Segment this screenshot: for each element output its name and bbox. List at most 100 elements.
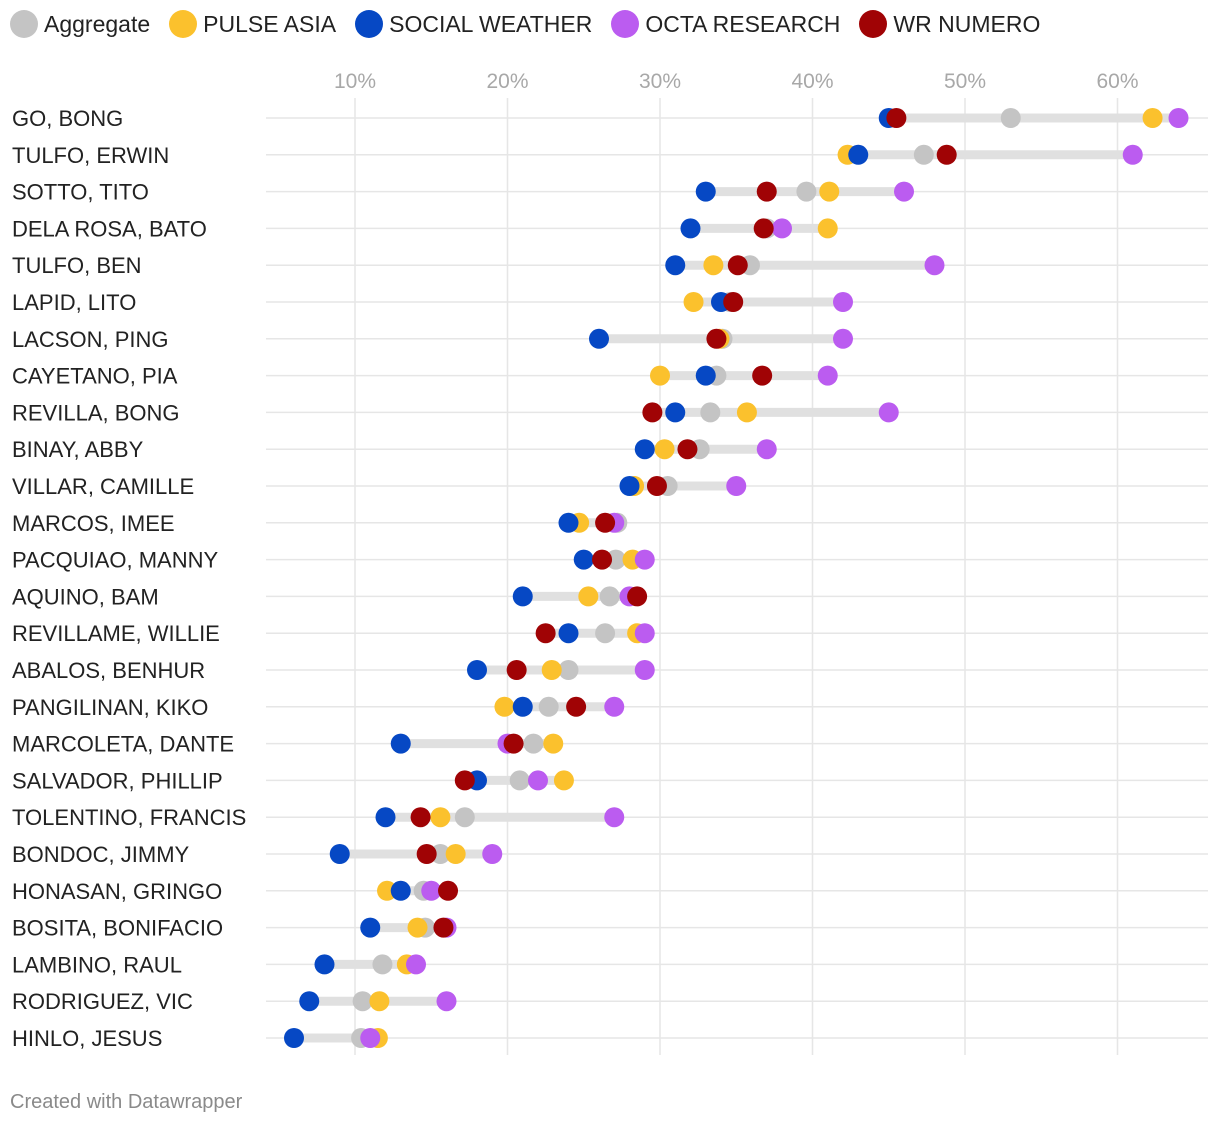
dot-wr-numero xyxy=(646,476,667,496)
dot-aggregate xyxy=(913,144,934,165)
dot-social-weather xyxy=(390,880,411,901)
row-label: LACSON, PING xyxy=(12,327,168,352)
dot-wr-numero xyxy=(677,439,698,460)
dot-wr-numero xyxy=(592,549,613,570)
dot-wr-numero xyxy=(753,218,774,239)
dot-social-weather xyxy=(299,991,320,1012)
legend-item-aggregate: Aggregate xyxy=(10,10,150,38)
dot-social-weather xyxy=(573,549,594,570)
dot-wr-numero xyxy=(886,108,907,128)
legend-swatch xyxy=(611,10,640,38)
dot-pulse-asia xyxy=(817,218,838,239)
dot-social-weather xyxy=(848,144,869,165)
dot-octa-research xyxy=(482,844,503,864)
row-label: BONDOC, JIMMY xyxy=(12,842,190,867)
row-label: PACQUIAO, MANNY xyxy=(12,548,219,573)
dot-octa-research xyxy=(421,880,442,901)
dot-wr-numero xyxy=(506,660,527,680)
dot-octa-research xyxy=(634,660,655,680)
dot-wr-numero xyxy=(503,733,524,754)
chart-legend: Aggregate PULSE ASIA SOCIAL WEATHER OCTA RE… xyxy=(10,10,1059,38)
dot-pulse-asia xyxy=(541,660,562,680)
dot-social-weather xyxy=(512,696,533,717)
dot-pulse-asia xyxy=(430,807,451,828)
legend-label: Aggregate xyxy=(44,10,151,37)
dot-aggregate xyxy=(605,549,626,570)
dot-social-weather xyxy=(589,328,609,349)
dot-wr-numero xyxy=(595,512,616,533)
dot-aggregate xyxy=(454,807,475,828)
dot-octa-research xyxy=(817,365,838,386)
dot-wr-numero xyxy=(416,844,437,864)
legend-swatch xyxy=(859,10,888,38)
dot-aggregate xyxy=(796,181,817,202)
dot-octa-research xyxy=(894,181,914,202)
dot-pulse-asia xyxy=(543,733,564,754)
dot-social-weather xyxy=(680,218,701,239)
legend-swatch xyxy=(355,10,384,38)
row-label: CAYETANO, PIA xyxy=(12,364,178,389)
row-label: REVILLA, BONG xyxy=(12,400,180,425)
dot-social-weather xyxy=(467,660,487,680)
dot-octa-research xyxy=(528,770,548,791)
legend-swatch xyxy=(169,10,198,38)
dot-octa-research xyxy=(833,328,853,349)
row-label: RODRIGUEZ, VIC xyxy=(12,989,193,1014)
row-label: BOSITA, BONIFACIO xyxy=(12,916,223,941)
dot-social-weather xyxy=(558,623,579,644)
dot-aggregate xyxy=(372,954,393,975)
legend-item-octa-research: OCTA RESEARCH xyxy=(611,10,840,38)
dot-aggregate xyxy=(595,623,616,644)
dot-octa-research xyxy=(1122,144,1143,165)
dot-aggregate xyxy=(599,586,620,607)
dot-octa-research xyxy=(924,255,945,276)
dot-aggregate xyxy=(509,770,530,791)
row-label: ABALOS, BENHUR xyxy=(12,658,205,683)
x-tick-label: 60% xyxy=(1096,70,1138,93)
dot-social-weather xyxy=(665,255,686,276)
row-label: SOTTO, TITO xyxy=(12,180,149,205)
dot-octa-research xyxy=(634,623,655,644)
dot-pulse-asia xyxy=(650,365,670,386)
dot-pulse-asia xyxy=(494,696,515,717)
dot-octa-research xyxy=(604,807,625,828)
dot-pulse-asia xyxy=(553,770,574,791)
legend-label: PULSE ASIA xyxy=(203,10,337,37)
x-tick-label: 40% xyxy=(791,70,833,93)
legend-label: OCTA RESEARCH xyxy=(645,10,841,37)
dot-aggregate xyxy=(352,991,373,1012)
dot-wr-numero xyxy=(642,402,663,423)
x-tick-label: 30% xyxy=(639,70,681,93)
dot-social-weather xyxy=(329,844,350,864)
row-label: TOLENTINO, FRANCIS xyxy=(12,805,246,830)
datawrapper-credit: Created with Datawrapper xyxy=(10,1091,243,1113)
dot-pulse-asia xyxy=(736,402,757,423)
dot-social-weather xyxy=(619,476,640,496)
dot-pulse-asia xyxy=(1142,108,1163,128)
row-label: REVILLAME, WILLIE xyxy=(12,621,220,646)
dot-aggregate xyxy=(700,402,721,423)
dot-octa-research xyxy=(406,954,426,975)
dot-wr-numero xyxy=(433,917,454,938)
row-label: MARCOLETA, DANTE xyxy=(12,732,234,757)
dot-pulse-asia xyxy=(683,292,704,312)
dot-pulse-asia xyxy=(703,255,724,276)
dot-octa-research xyxy=(1168,108,1189,128)
dot-pulse-asia xyxy=(407,917,428,938)
dot-pulse-asia xyxy=(369,991,390,1012)
dot-octa-research xyxy=(878,402,899,423)
row-label: HINLO, JESUS xyxy=(12,1026,162,1051)
dot-wr-numero xyxy=(535,623,556,644)
row-label: TULFO, ERWIN xyxy=(12,143,169,168)
x-tick-label: 10% xyxy=(334,70,376,93)
dot-social-weather xyxy=(695,181,716,202)
dot-wr-numero xyxy=(706,328,727,349)
dot-social-weather xyxy=(284,1028,304,1048)
dot-octa-research xyxy=(772,218,792,239)
legend-item-pulse-asia: PULSE ASIA xyxy=(169,10,336,38)
legend-label: WR NUMERO xyxy=(893,10,1041,37)
dot-pulse-asia xyxy=(578,586,599,607)
dot-aggregate xyxy=(430,844,451,864)
dot-octa-research xyxy=(634,549,655,570)
